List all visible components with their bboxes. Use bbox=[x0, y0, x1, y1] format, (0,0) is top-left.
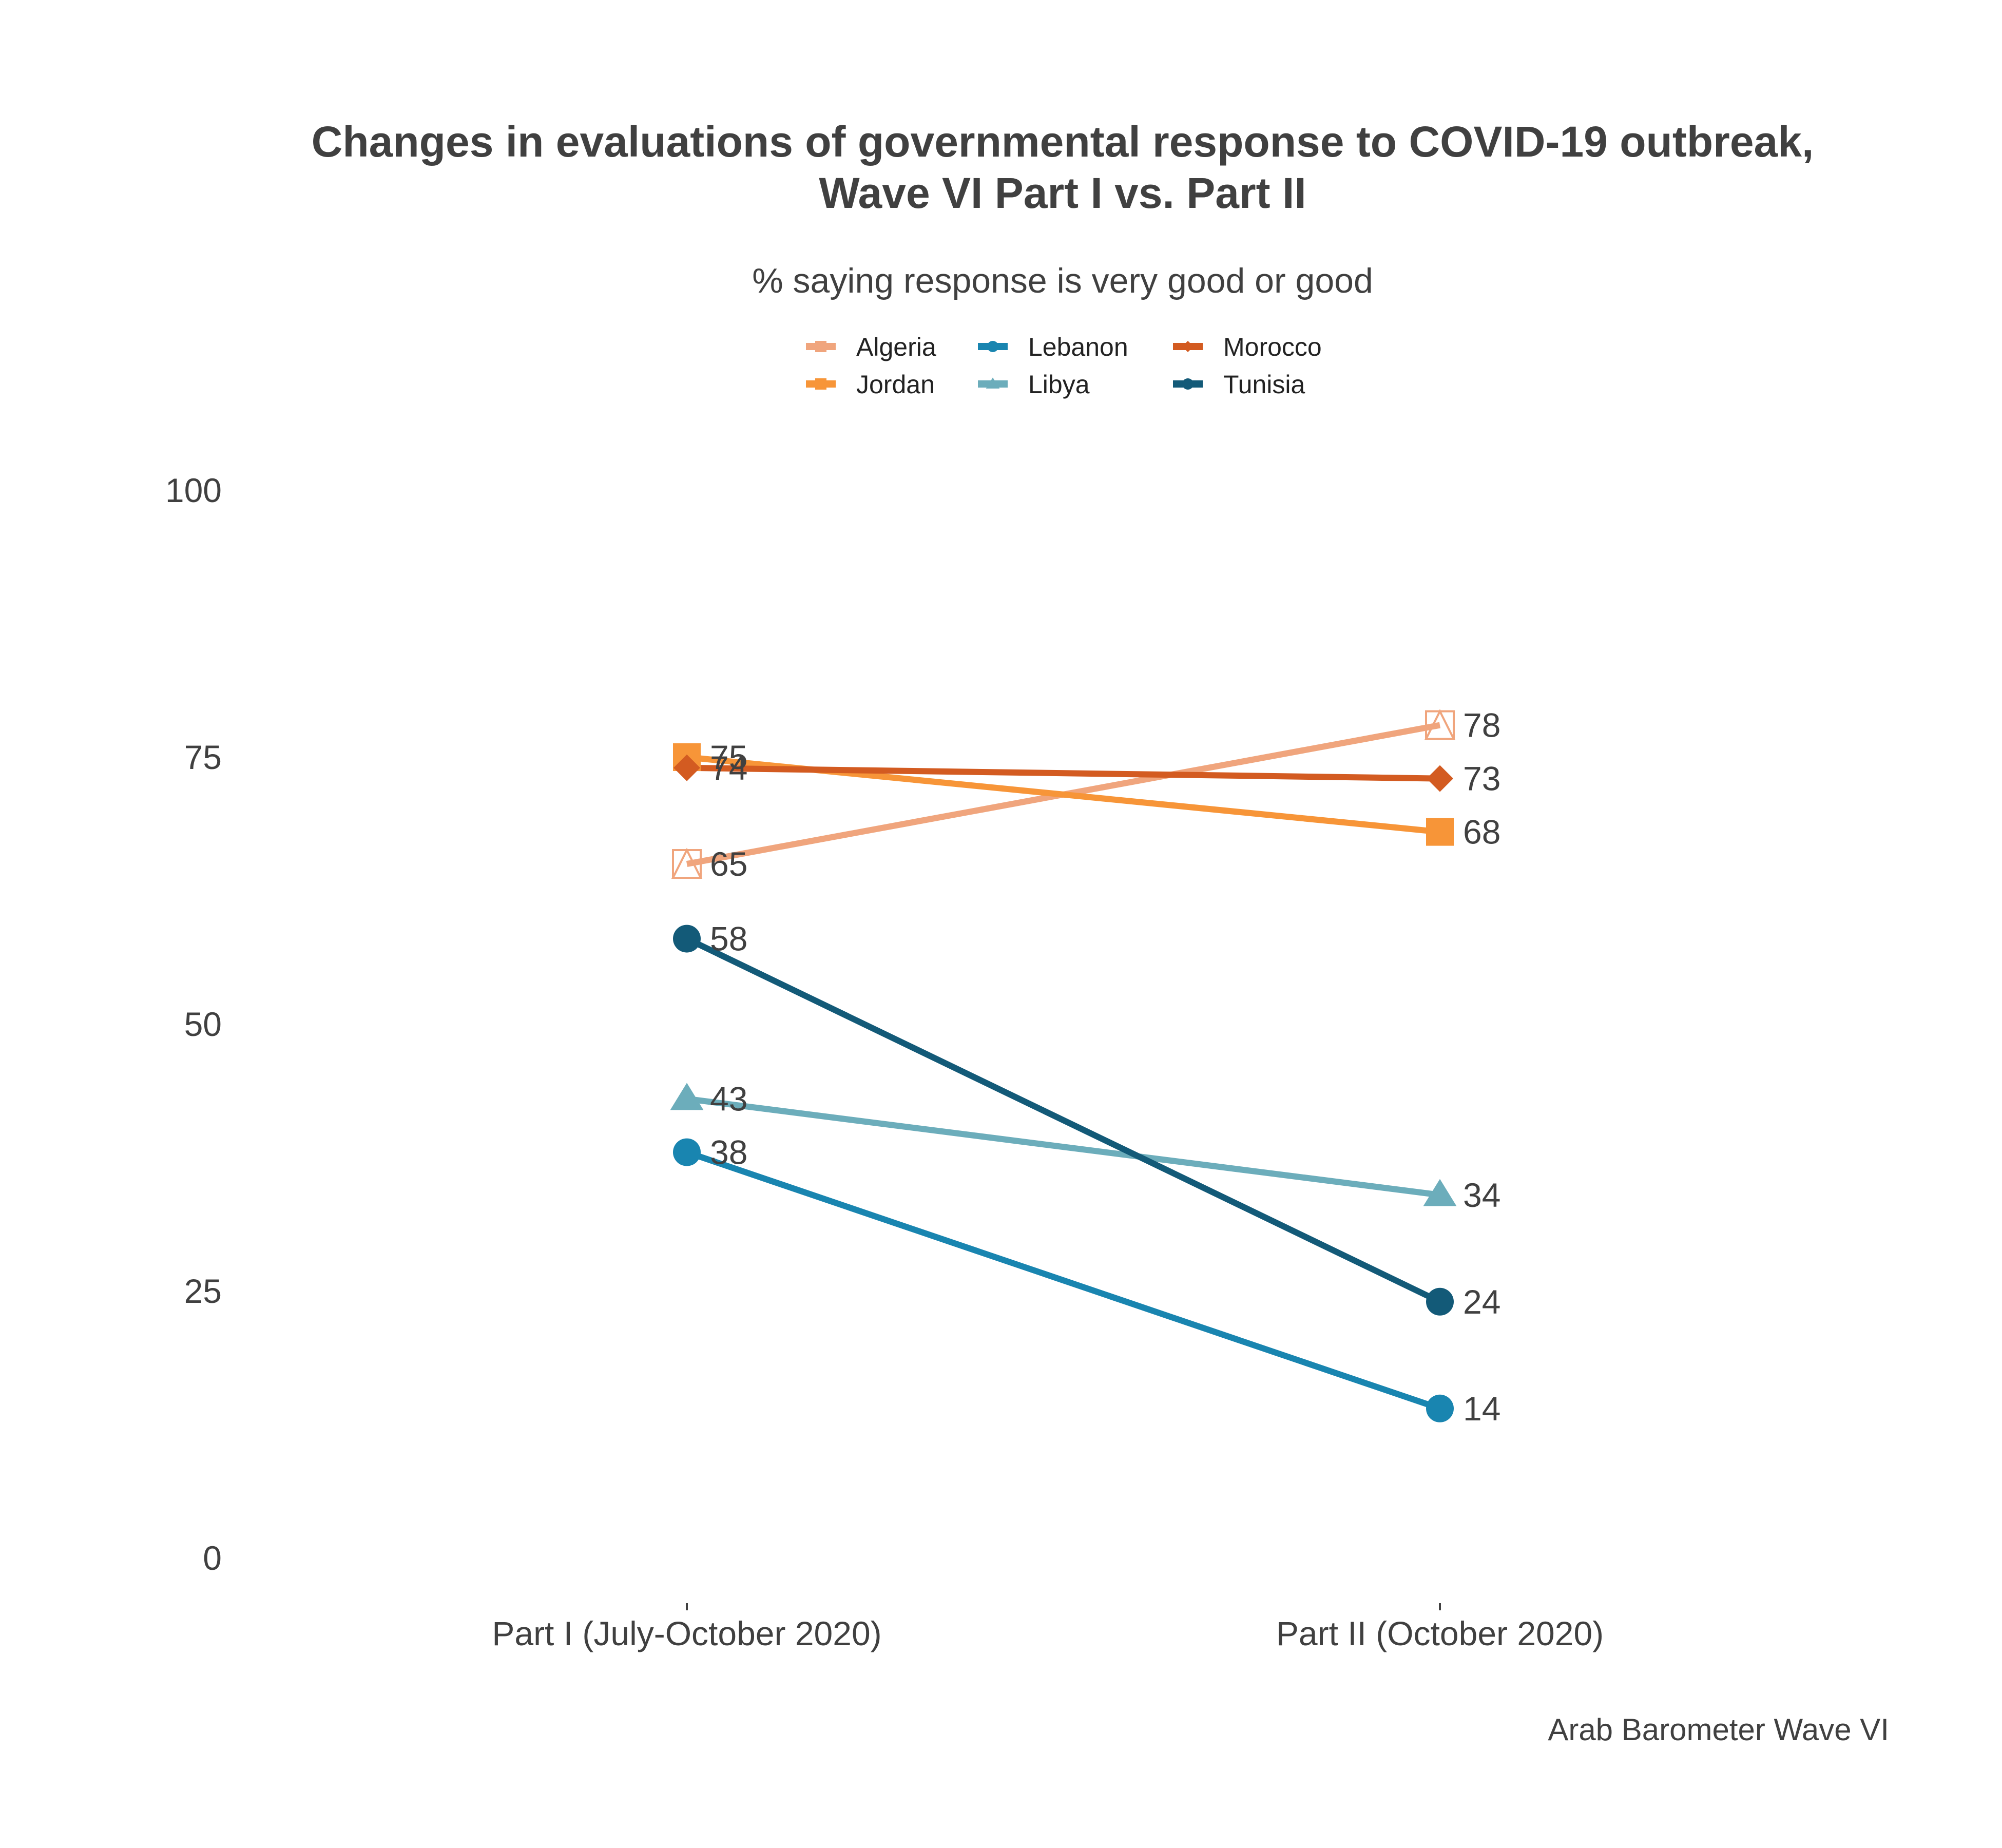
legend-marker-libya bbox=[986, 377, 1000, 389]
legend-label-tunisia: Tunisia bbox=[1223, 370, 1305, 399]
point-libya-2 bbox=[1423, 1179, 1457, 1206]
data-label-morocco-1: 74 bbox=[710, 749, 747, 787]
data-label-morocco-2: 73 bbox=[1463, 760, 1500, 798]
series-markers bbox=[670, 709, 1457, 1422]
data-labels: 65 78 75 68 38 14 43 34 74 73 58 24 bbox=[710, 706, 1500, 1428]
x-tick-label-1: Part I (July-October 2020) bbox=[492, 1614, 881, 1652]
point-jordan-2 bbox=[1426, 818, 1454, 846]
chart-title-line-2: Wave VI Part I vs. Part II bbox=[819, 169, 1306, 217]
x-axis: Part I (July-October 2020) Part II (Octob… bbox=[492, 1603, 1604, 1652]
data-label-jordan-1: 75 bbox=[710, 738, 747, 776]
data-label-lebanon-2: 14 bbox=[1463, 1390, 1500, 1428]
legend-label-jordan: Jordan bbox=[856, 370, 935, 399]
point-algeria-1 bbox=[671, 848, 703, 879]
point-libya-1 bbox=[670, 1083, 704, 1110]
legend-marker-jordan bbox=[815, 378, 826, 390]
chart-caption: Arab Barometer Wave VI bbox=[1548, 1712, 1889, 1747]
point-tunisia-2 bbox=[1426, 1287, 1454, 1316]
data-label-libya-2: 34 bbox=[1463, 1176, 1500, 1214]
point-algeria-2 bbox=[1424, 709, 1456, 740]
legend-item-morocco: Morocco bbox=[1173, 333, 1322, 361]
data-label-libya-1: 43 bbox=[710, 1080, 747, 1118]
legend: Algeria Jordan Lebanon Libya Morocco Tunisia bbox=[806, 333, 1322, 399]
data-label-jordan-2: 68 bbox=[1463, 813, 1500, 851]
legend-marker-lebanon bbox=[987, 341, 998, 352]
legend-item-algeria: Algeria bbox=[806, 333, 936, 361]
y-tick-label-0: 0 bbox=[203, 1539, 222, 1577]
point-lebanon-1 bbox=[673, 1138, 701, 1166]
y-tick-label-75: 75 bbox=[184, 738, 222, 776]
point-tunisia-1 bbox=[673, 925, 701, 953]
legend-label-libya: Libya bbox=[1028, 370, 1090, 399]
series-line-tunisia bbox=[685, 936, 1441, 1305]
chart-subtitle: % saying response is very good or good bbox=[752, 261, 1373, 300]
legend-item-jordan: Jordan bbox=[806, 370, 935, 399]
data-label-tunisia-1: 58 bbox=[710, 920, 747, 958]
y-tick-label-100: 100 bbox=[165, 471, 222, 509]
series-line-morocco bbox=[686, 764, 1440, 782]
point-morocco-2 bbox=[1427, 765, 1453, 792]
series-line-lebanon bbox=[686, 1149, 1441, 1412]
legend-label-morocco: Morocco bbox=[1223, 333, 1322, 361]
point-morocco-1 bbox=[673, 754, 700, 781]
legend-marker-tunisia bbox=[1182, 378, 1194, 390]
data-label-algeria-1: 65 bbox=[710, 845, 747, 883]
legend-item-libya: Libya bbox=[978, 370, 1090, 399]
point-lebanon-2 bbox=[1426, 1394, 1454, 1422]
data-label-algeria-2: 78 bbox=[1463, 706, 1500, 744]
chart-title-line-1: Changes in evaluations of governmental r… bbox=[312, 118, 1814, 166]
data-label-lebanon-1: 38 bbox=[710, 1133, 747, 1171]
legend-item-lebanon: Lebanon bbox=[978, 333, 1128, 361]
y-tick-label-50: 50 bbox=[184, 1005, 222, 1043]
series-line-libya bbox=[686, 1095, 1440, 1198]
legend-label-algeria: Algeria bbox=[856, 333, 936, 361]
x-tick-label-2: Part II (October 2020) bbox=[1276, 1614, 1604, 1652]
data-label-tunisia-2: 24 bbox=[1463, 1283, 1500, 1321]
y-axis: 0 25 50 75 100 bbox=[165, 471, 222, 1577]
legend-label-lebanon: Lebanon bbox=[1028, 333, 1128, 361]
legend-item-tunisia: Tunisia bbox=[1173, 370, 1305, 399]
y-tick-label-25: 25 bbox=[184, 1272, 222, 1310]
legend-marker-morocco bbox=[1182, 341, 1194, 352]
legend-marker-algeria bbox=[815, 341, 826, 352]
series-lines bbox=[685, 722, 1441, 1412]
